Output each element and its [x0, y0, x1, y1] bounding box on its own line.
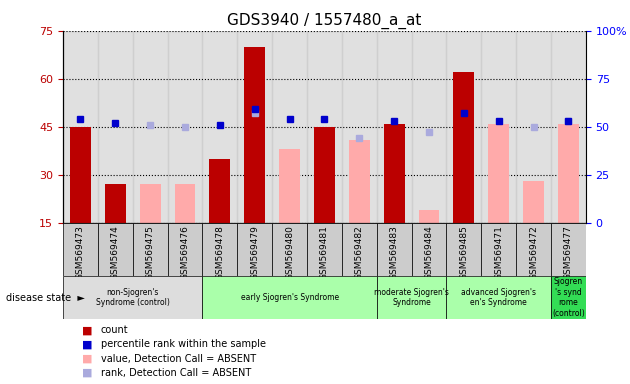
Bar: [279, 149, 300, 223]
Bar: [551, 31, 586, 223]
Text: ■: ■: [82, 354, 93, 364]
Bar: [307, 223, 342, 276]
Bar: [384, 124, 404, 223]
Text: percentile rank within the sample: percentile rank within the sample: [101, 339, 266, 349]
Bar: [105, 184, 126, 223]
Text: rank, Detection Call = ABSENT: rank, Detection Call = ABSENT: [101, 368, 251, 378]
Text: GSM569480: GSM569480: [285, 225, 294, 280]
Bar: [307, 31, 342, 223]
Text: GSM569478: GSM569478: [215, 225, 224, 280]
Text: GSM569471: GSM569471: [495, 225, 503, 280]
Text: ■: ■: [82, 325, 93, 335]
Bar: [551, 276, 586, 319]
Bar: [523, 181, 544, 223]
Bar: [481, 31, 516, 223]
Text: GSM569481: GSM569481: [320, 225, 329, 280]
Bar: [272, 31, 307, 223]
Text: GSM569485: GSM569485: [459, 225, 468, 280]
Bar: [70, 127, 91, 223]
Bar: [63, 276, 202, 319]
Bar: [377, 223, 411, 276]
Bar: [516, 31, 551, 223]
Bar: [238, 223, 272, 276]
Bar: [202, 223, 238, 276]
Bar: [209, 159, 231, 223]
Bar: [411, 223, 447, 276]
Bar: [481, 223, 516, 276]
Bar: [349, 139, 370, 223]
Text: advanced Sjogren's
en's Syndrome: advanced Sjogren's en's Syndrome: [461, 288, 536, 307]
Bar: [454, 72, 474, 223]
Bar: [447, 276, 551, 319]
Text: count: count: [101, 325, 129, 335]
Bar: [342, 31, 377, 223]
Text: GSM569475: GSM569475: [146, 225, 154, 280]
Bar: [175, 184, 195, 223]
Bar: [488, 124, 509, 223]
Text: moderate Sjogren's
Syndrome: moderate Sjogren's Syndrome: [374, 288, 449, 307]
Text: GSM569484: GSM569484: [425, 225, 433, 280]
Bar: [558, 124, 579, 223]
Bar: [168, 223, 202, 276]
Text: non-Sjogren's
Syndrome (control): non-Sjogren's Syndrome (control): [96, 288, 169, 307]
Text: ■: ■: [82, 368, 93, 378]
Bar: [244, 47, 265, 223]
Text: GSM569483: GSM569483: [390, 225, 399, 280]
Bar: [516, 223, 551, 276]
Bar: [133, 223, 168, 276]
Text: GSM569482: GSM569482: [355, 225, 364, 280]
Bar: [418, 210, 440, 223]
Bar: [98, 223, 133, 276]
Bar: [202, 276, 377, 319]
Bar: [447, 223, 481, 276]
Text: GSM569474: GSM569474: [111, 225, 120, 280]
Bar: [63, 31, 98, 223]
Text: disease state  ►: disease state ►: [6, 293, 85, 303]
Text: GSM569472: GSM569472: [529, 225, 538, 280]
Bar: [63, 223, 98, 276]
Bar: [133, 31, 168, 223]
Bar: [140, 184, 161, 223]
Bar: [377, 31, 411, 223]
Text: early Sjogren's Syndrome: early Sjogren's Syndrome: [241, 293, 339, 302]
Text: Sjogren
's synd
rome
(control): Sjogren 's synd rome (control): [552, 278, 585, 318]
Text: GSM569477: GSM569477: [564, 225, 573, 280]
Bar: [202, 31, 238, 223]
Bar: [272, 223, 307, 276]
Bar: [447, 31, 481, 223]
Title: GDS3940 / 1557480_a_at: GDS3940 / 1557480_a_at: [227, 13, 421, 29]
Bar: [238, 31, 272, 223]
Bar: [342, 223, 377, 276]
Text: GSM569473: GSM569473: [76, 225, 85, 280]
Text: ■: ■: [82, 339, 93, 349]
Text: value, Detection Call = ABSENT: value, Detection Call = ABSENT: [101, 354, 256, 364]
Text: GSM569476: GSM569476: [181, 225, 190, 280]
Bar: [314, 127, 335, 223]
Bar: [168, 31, 202, 223]
Bar: [377, 276, 447, 319]
Bar: [98, 31, 133, 223]
Bar: [411, 31, 447, 223]
Text: GSM569479: GSM569479: [250, 225, 259, 280]
Bar: [551, 223, 586, 276]
